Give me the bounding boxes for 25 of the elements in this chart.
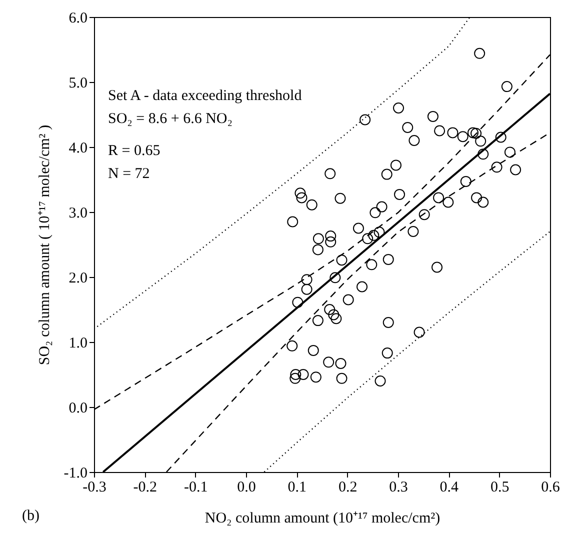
x-tick-label: 0.3 — [389, 480, 408, 496]
annotation: Set A - data exceeding threshold — [108, 88, 302, 104]
y-tick-label: 3.0 — [68, 206, 88, 222]
x-tick-label: 0.5 — [490, 480, 510, 496]
x-tick-label: -0.3 — [82, 480, 106, 496]
y-tick-label: 1.0 — [68, 336, 88, 352]
x-tick-label: 0.2 — [338, 480, 358, 496]
x-tick-label: 0.6 — [541, 480, 560, 496]
annotation: N = 72 — [108, 166, 150, 182]
text: (b) — [22, 508, 40, 524]
annotation: SO₂ = 8.6 + 6.6 NO₂ — [108, 111, 232, 127]
x-tick-label: 0.1 — [288, 480, 307, 496]
y-axis-title: SO₂ column amount ( 10⁺¹⁷ molec/cm² ) — [36, 124, 53, 366]
y-tick-label: 4.0 — [68, 140, 88, 156]
x-tick-label: 0.0 — [237, 480, 256, 496]
y-tick-label: 2.0 — [68, 270, 88, 286]
y-tick-label: -1.0 — [64, 466, 88, 482]
x-tick-label: -0.1 — [184, 480, 208, 496]
x-tick-label: 0.4 — [440, 480, 460, 496]
annotation: R = 0.65 — [108, 143, 160, 159]
x-axis-title: NO₂ column amount (10⁺¹⁷ molec/cm²) — [204, 510, 440, 526]
y-tick-label: 6.0 — [68, 10, 88, 26]
x-tick-label: -0.2 — [133, 480, 158, 496]
y-tick-label: 5.0 — [68, 76, 88, 92]
y-tick-label: 0.0 — [68, 400, 88, 416]
